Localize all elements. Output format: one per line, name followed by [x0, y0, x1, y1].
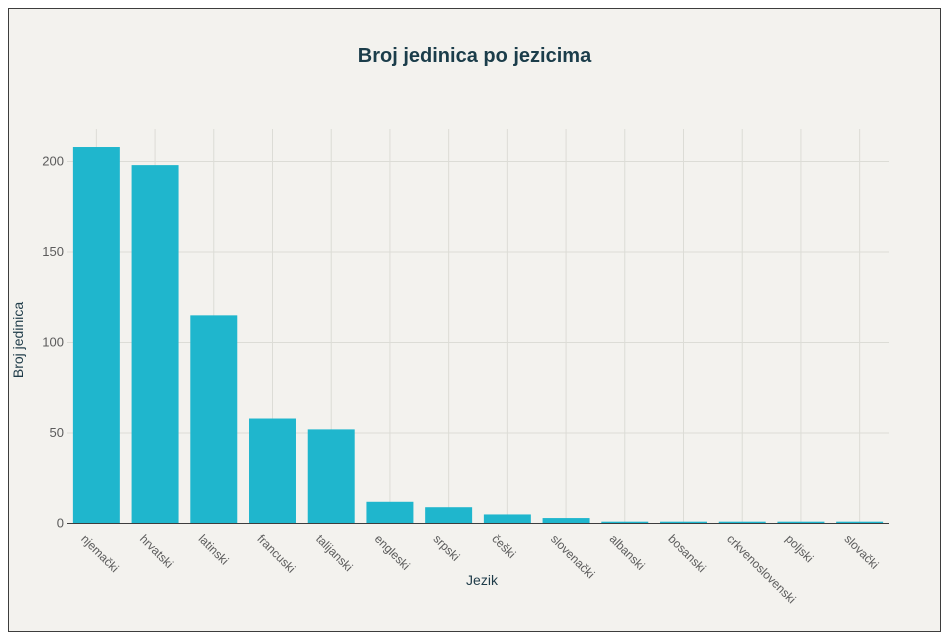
y-tick-label: 100 [42, 335, 64, 350]
bar-8 [542, 518, 590, 524]
bar-11 [718, 521, 766, 524]
x-tick-label: poljski [783, 532, 816, 565]
x-tick-label: češki [489, 532, 518, 561]
bar-9 [601, 521, 649, 524]
bar-2 [190, 315, 238, 524]
bars-layer [72, 147, 884, 524]
bar-0 [72, 147, 120, 524]
x-tick-label: njemački [78, 532, 121, 575]
x-tick-label: bosanski [665, 532, 708, 575]
x-tick-label: talijanski [313, 532, 355, 574]
bar-3 [249, 418, 296, 524]
y-axis-title: Broj jedinica [10, 302, 26, 378]
bar-5 [366, 501, 414, 524]
y-tick-label: 50 [50, 425, 64, 440]
bar-10 [660, 521, 707, 524]
chart-frame: Broj jedinica po jezicima 0 50 100 150 200 n… [8, 8, 941, 632]
x-tick-label: francuski [254, 532, 298, 576]
bar-4 [307, 429, 355, 524]
bar-13 [836, 521, 884, 524]
grid-layer [67, 129, 889, 524]
bar-7 [483, 514, 531, 524]
x-tick-label: hrvatski [137, 532, 176, 571]
x-tick-label: engleski [372, 532, 413, 573]
x-ticks: njemački hrvatski latinski francuski talijan… [78, 532, 881, 607]
y-ticks: 0 50 100 150 200 [42, 154, 64, 531]
bar-chart: 0 50 100 150 200 njemački hrvatski latinski fra… [10, 129, 889, 607]
bar-6 [425, 507, 473, 524]
y-tick-label: 200 [42, 154, 64, 169]
x-tick-label: slovački [842, 532, 882, 572]
y-tick-label: 150 [42, 244, 64, 259]
bar-1 [131, 165, 179, 524]
chart-title: Broj jedinica po jezicima [357, 45, 592, 67]
x-tick-label: latinski [196, 532, 232, 568]
bar-12 [777, 521, 825, 524]
x-tick-label: albanski [607, 532, 648, 573]
x-tick-label: srpski [431, 532, 463, 564]
x-axis-title: Jezik [466, 572, 499, 588]
y-tick-label: 0 [57, 516, 64, 531]
x-tick-label: slovenački [548, 532, 598, 582]
